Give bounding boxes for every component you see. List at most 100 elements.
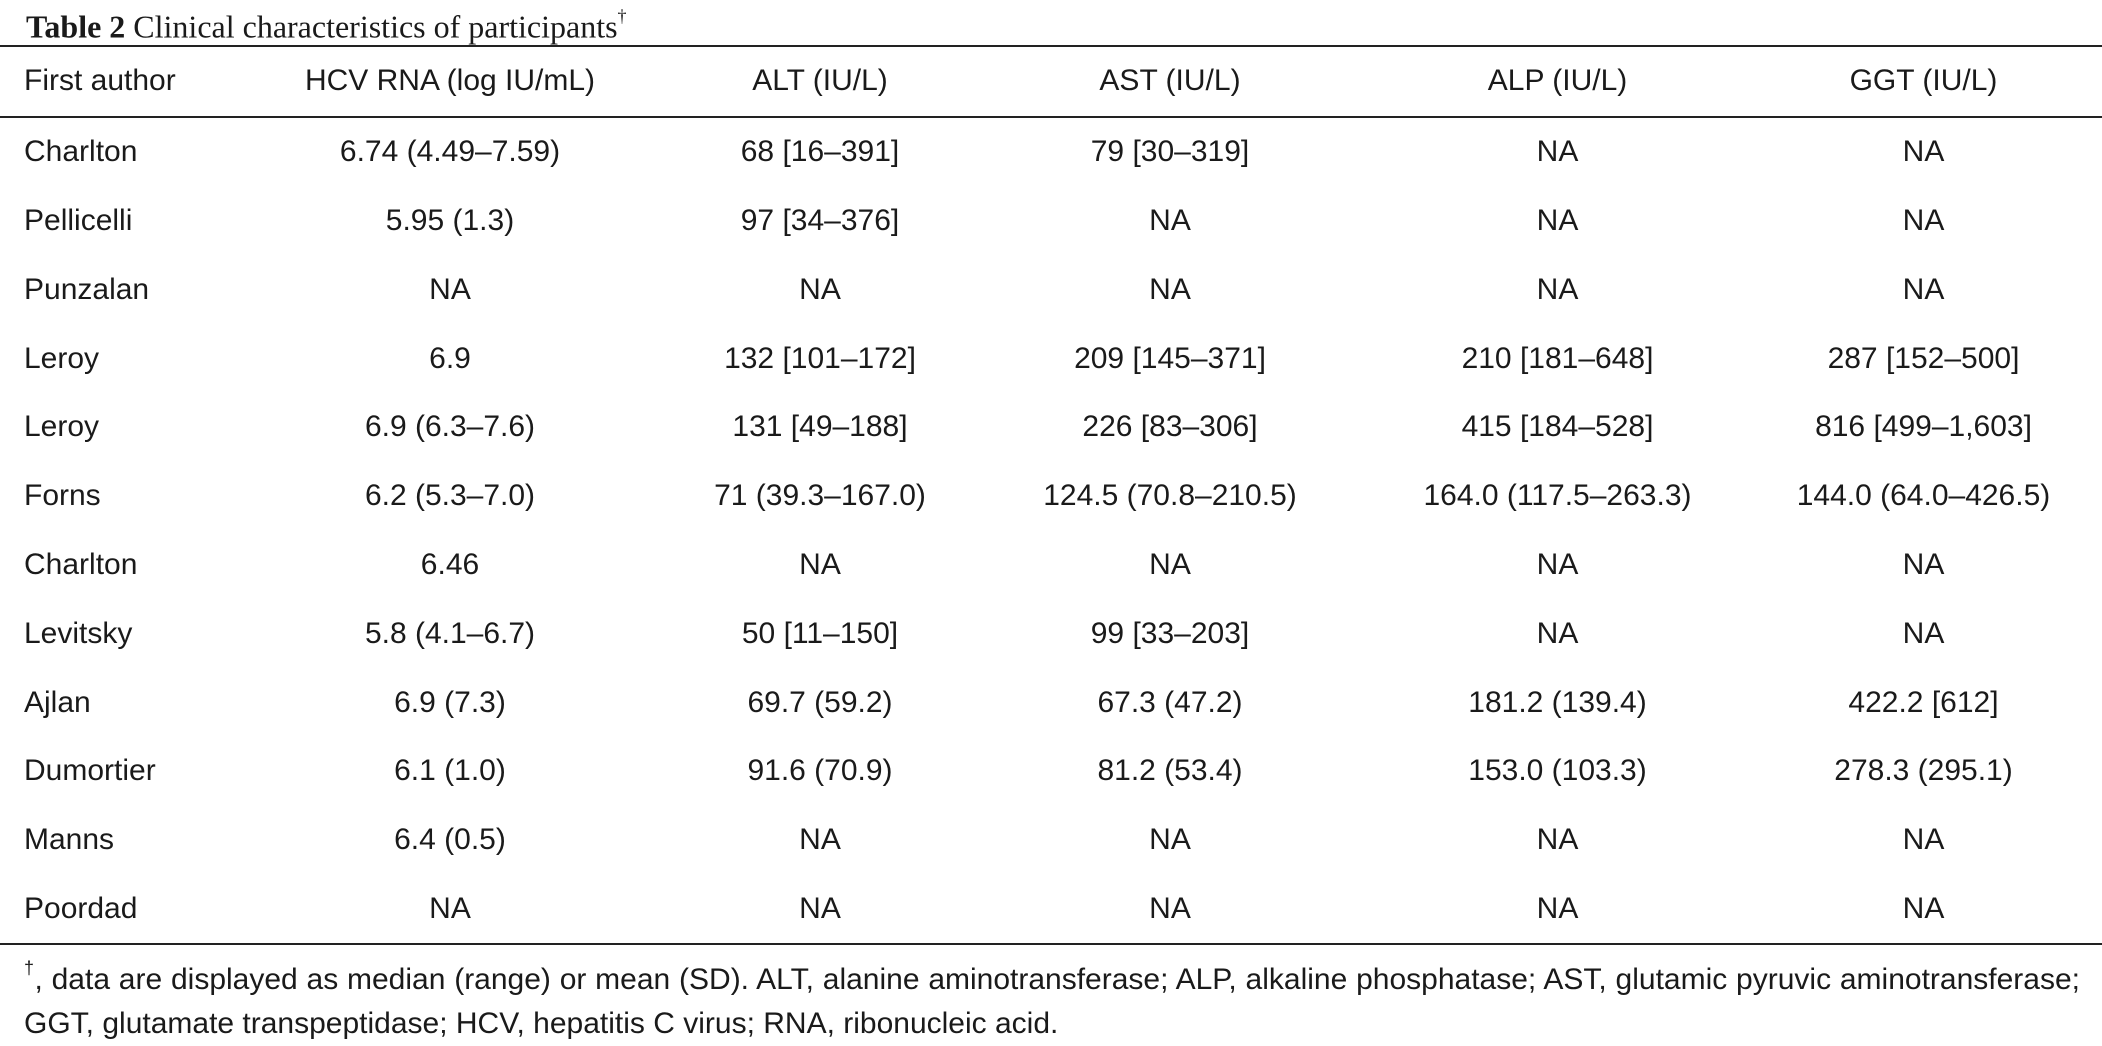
cell-ast: NA <box>1149 203 1191 237</box>
cell-ast: 67.3 (47.2) <box>1097 685 1243 719</box>
cell-ggt: 144.0 (64.0–426.5) <box>1796 479 2051 513</box>
column-header-ast: AST (IU/L) <box>1099 64 1241 98</box>
cell-alp: 164.0 (117.5–263.3) <box>1423 479 1692 513</box>
cell-first-author: Poordad <box>24 891 138 925</box>
table-number: Table 2 <box>26 8 126 45</box>
table-row: Ajlan 6.9 (7.3) 69.7 (59.2) 67.3 (47.2) 181.… <box>0 668 2102 737</box>
cell-ggt: 422.2 [612] <box>1848 685 1999 719</box>
cell-alt: 91.6 (70.9) <box>747 754 893 788</box>
cell-ggt: 287 [152–500] <box>1827 341 2020 375</box>
cell-hcv-rna: NA <box>429 272 471 306</box>
cell-alt: 69.7 (59.2) <box>747 685 893 719</box>
table-title: Clinical characteristics of participants <box>133 8 618 45</box>
cell-ggt: NA <box>1902 203 1945 237</box>
cell-ast: NA <box>1149 547 1191 581</box>
cell-alp: NA <box>1536 616 1579 650</box>
cell-ast: 81.2 (53.4) <box>1097 754 1243 788</box>
cell-first-author: Leroy <box>24 341 100 375</box>
cell-first-author: Charlton <box>24 547 138 581</box>
cell-alt: NA <box>799 272 841 306</box>
cell-ast: NA <box>1149 272 1191 306</box>
cell-alt: NA <box>799 891 841 925</box>
footnote-marker: † <box>24 958 35 978</box>
cell-ast: 79 [30–319] <box>1090 135 1250 169</box>
table-row: Dumortier 6.1 (1.0) 91.6 (70.9) 81.2 (53.4)… <box>0 737 2102 806</box>
cell-alp: NA <box>1536 547 1579 581</box>
column-header-ggt: GGT (IU/L) <box>1849 64 1998 98</box>
cell-first-author: Forns <box>24 479 101 513</box>
table-body: Charlton 6.74 (4.49–7.59) 68 [16–391] 79 [3… <box>0 117 2102 945</box>
cell-ast: NA <box>1149 891 1191 925</box>
cell-ast: 124.5 (70.8–210.5) <box>1043 479 1297 513</box>
column-header-alt: ALT (IU/L) <box>752 64 888 98</box>
cell-ast: NA <box>1149 823 1191 857</box>
cell-hcv-rna: 6.4 (0.5) <box>394 823 506 857</box>
cell-alt: 97 [34–376] <box>740 203 900 237</box>
cell-alt: 71 (39.3–167.0) <box>714 479 926 513</box>
cell-hcv-rna: 5.8 (4.1–6.7) <box>364 616 536 650</box>
cell-alp: 153.0 (103.3) <box>1468 754 1647 788</box>
cell-alp: NA <box>1536 823 1579 857</box>
table-row: Leroy 6.9 (6.3–7.6) 131 [49–188] 226 [83–30… <box>0 393 2102 462</box>
column-header-first-author: First author <box>24 64 176 98</box>
header-row: First author HCV RNA (log IU/mL) ALT (IU/L… <box>0 46 2102 117</box>
cell-ggt: 816 [499–1,603] <box>1815 410 2032 444</box>
cell-alp: NA <box>1536 203 1579 237</box>
cell-hcv-rna: 6.1 (1.0) <box>394 754 506 788</box>
cell-ast: 209 [145–371] <box>1074 341 1266 375</box>
cell-alp: 210 [181–648] <box>1461 341 1654 375</box>
table-row: Leroy 6.9 132 [101–172] 209 [145–371] 210 [1… <box>0 324 2102 393</box>
cell-alt: 50 [11–150] <box>741 616 899 650</box>
column-header-alp: ALP (IU/L) <box>1487 64 1628 98</box>
column-header-hcv-rna: HCV RNA (log IU/mL) <box>304 64 596 98</box>
table-row: Charlton 6.74 (4.49–7.59) 68 [16–391] 79 [3… <box>0 117 2102 187</box>
cell-hcv-rna: 6.9 <box>429 341 471 375</box>
cell-alt: NA <box>799 823 841 857</box>
cell-alt: 68 [16–391] <box>740 135 900 169</box>
cell-hcv-rna: 6.2 (5.3–7.0) <box>364 479 536 513</box>
table-row: Pellicelli 5.95 (1.3) 97 [34–376] NA NA NA <box>0 187 2102 256</box>
cell-ggt: NA <box>1902 272 1945 306</box>
cell-ggt: NA <box>1902 135 1945 169</box>
cell-hcv-rna: 6.46 <box>420 547 480 581</box>
cell-ggt: NA <box>1902 547 1945 581</box>
table-footnote: †, data are displayed as median (range) … <box>24 950 2080 1046</box>
cell-first-author: Pellicelli <box>24 203 133 237</box>
cell-ggt: NA <box>1902 823 1945 857</box>
footnote-text: , data are displayed as median (range) o… <box>24 963 2080 1040</box>
cell-alp: NA <box>1536 272 1579 306</box>
cell-ggt: NA <box>1902 616 1945 650</box>
cell-ast: 226 [83–306] <box>1082 410 1258 444</box>
cell-hcv-rna: NA <box>429 891 471 925</box>
cell-hcv-rna: 6.9 (6.3–7.6) <box>364 410 536 444</box>
cell-alt: 131 [49–188] <box>732 410 908 444</box>
table-row: Manns 6.4 (0.5) NA NA NA NA <box>0 806 2102 875</box>
cell-first-author: Manns <box>24 823 115 857</box>
caption-footnote-marker: † <box>617 6 627 26</box>
clinical-characteristics-table: First author HCV RNA (log IU/mL) ALT (IU/L… <box>0 45 2102 945</box>
cell-alp: 181.2 (139.4) <box>1468 685 1647 719</box>
cell-first-author: Charlton <box>24 135 138 169</box>
cell-alp: NA <box>1536 135 1579 169</box>
cell-ggt: NA <box>1902 891 1945 925</box>
cell-first-author: Ajlan <box>24 685 91 719</box>
cell-alt: 132 [101–172] <box>724 341 916 375</box>
table-row: Punzalan NA NA NA NA NA <box>0 255 2102 324</box>
table-row: Poordad NA NA NA NA NA <box>0 875 2102 945</box>
table-row: Forns 6.2 (5.3–7.0) 71 (39.3–167.0) 124.5 (… <box>0 462 2102 531</box>
cell-first-author: Levitsky <box>24 616 133 650</box>
table-row: Levitsky 5.8 (4.1–6.7) 50 [11–150] 99 [33–2… <box>0 599 2102 668</box>
table-row: Charlton 6.46 NA NA NA NA <box>0 531 2102 600</box>
cell-alp: NA <box>1536 891 1579 925</box>
cell-ast: 99 [33–203] <box>1090 616 1250 650</box>
cell-first-author: Dumortier <box>24 754 156 788</box>
cell-alt: NA <box>799 547 841 581</box>
cell-first-author: Leroy <box>24 410 100 444</box>
cell-hcv-rna: 5.95 (1.3) <box>385 203 515 237</box>
cell-hcv-rna: 6.74 (4.49–7.59) <box>339 135 561 169</box>
cell-hcv-rna: 6.9 (7.3) <box>394 685 506 719</box>
cell-first-author: Punzalan <box>24 272 150 306</box>
cell-ggt: 278.3 (295.1) <box>1834 754 2013 788</box>
cell-alp: 415 [184–528] <box>1461 410 1654 444</box>
table-caption: Table 2 Clinical characteristics of part… <box>26 0 627 45</box>
